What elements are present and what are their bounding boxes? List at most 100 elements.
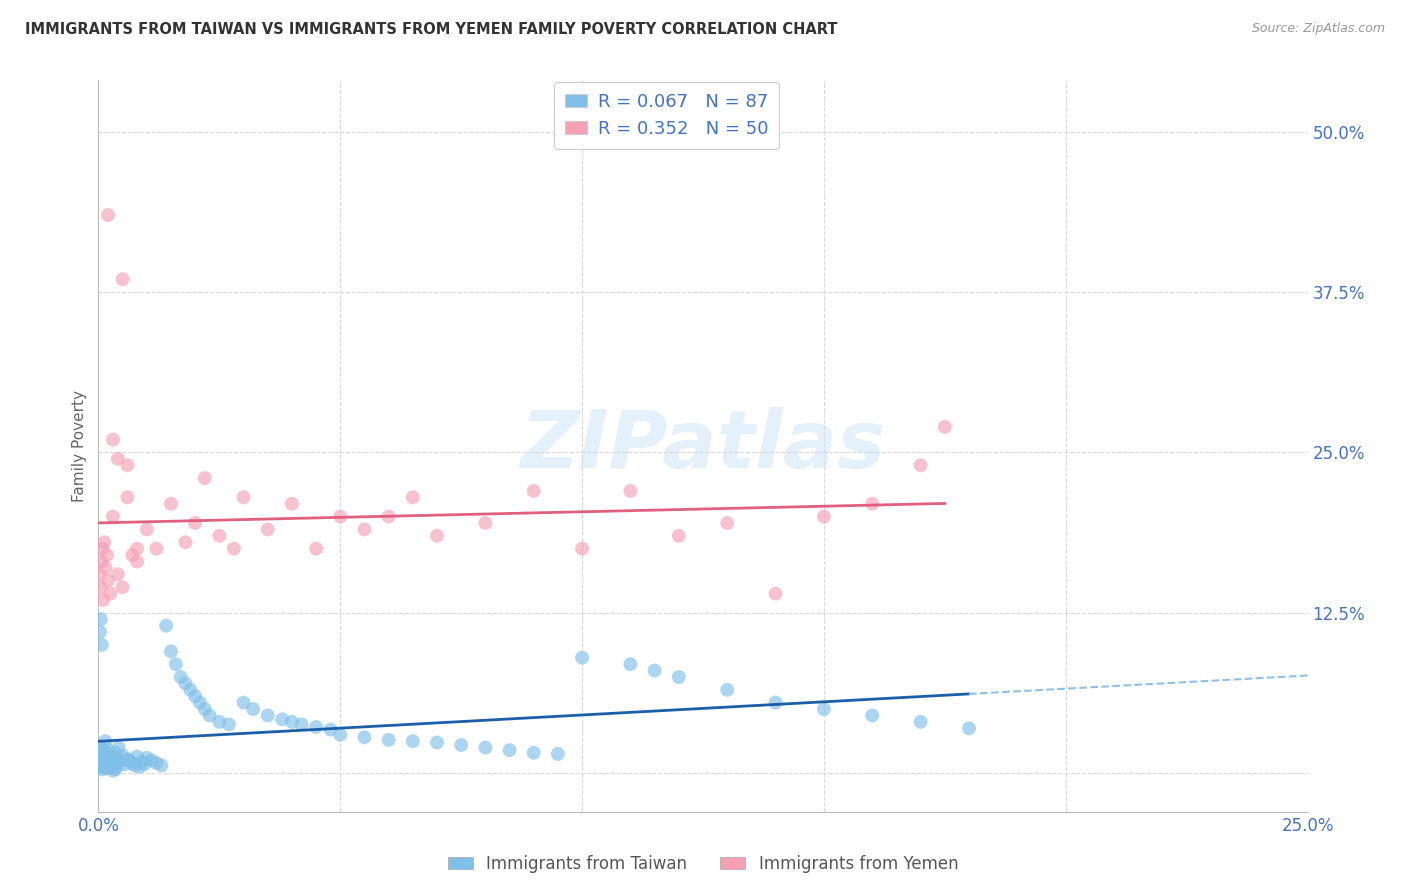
Point [271,712,294,726]
Point [150,758,173,772]
Point [208,529,231,543]
Point [107,451,129,466]
Point [523,746,546,760]
Point [89,740,111,755]
Point [91,756,114,770]
Text: Source: ZipAtlas.com: Source: ZipAtlas.com [1251,22,1385,36]
Point [169,670,191,684]
Point [93,535,115,549]
Point [104,763,127,777]
Text: IMMIGRANTS FROM TAIWAN VS IMMIGRANTS FROM YEMEN FAMILY POVERTY CORRELATION CHART: IMMIGRANTS FROM TAIWAN VS IMMIGRANTS FRO… [25,22,838,37]
Point [498,743,520,757]
Point [114,757,136,772]
Point [179,682,201,697]
Point [290,717,312,731]
Point [89,567,111,582]
Point [402,491,425,505]
Point [194,471,217,485]
Point [145,541,167,556]
Point [474,516,496,530]
Point [107,740,129,755]
Point [644,664,666,678]
Point [619,483,641,498]
Point [232,491,254,505]
Point [117,752,139,766]
Point [232,696,254,710]
Point [813,702,835,716]
Point [716,516,738,530]
Point [135,751,157,765]
Point [128,760,150,774]
Point [377,732,399,747]
Point [101,509,124,524]
Point [98,747,121,761]
Point [860,708,883,723]
Point [194,702,217,716]
Point [242,702,264,716]
Point [94,734,117,748]
Point [124,758,146,772]
Point [668,670,690,684]
Point [155,618,177,632]
Point [121,548,143,562]
Point [281,497,304,511]
Point [353,523,375,537]
Point [97,208,120,222]
Point [111,748,134,763]
Point [426,735,449,749]
Point [127,749,149,764]
Point [765,586,787,600]
Point [90,751,112,765]
Point [90,747,112,761]
Point [377,509,399,524]
Point [165,657,187,672]
Point [100,752,122,766]
Point [716,682,738,697]
Point [198,708,221,723]
Point [184,690,207,704]
Point [90,612,112,626]
Point [96,755,118,769]
Point [957,721,980,735]
Point [208,714,231,729]
Point [91,758,114,772]
Point [89,625,111,640]
Point [89,580,111,594]
Point [145,756,167,770]
Point [117,458,139,473]
Point [474,740,496,755]
Point [91,593,114,607]
Point [107,758,129,772]
Point [329,509,352,524]
Point [104,746,127,760]
Point [90,638,112,652]
Point [108,755,131,769]
Point [94,761,117,775]
Legend: R = 0.067   N = 87, R = 0.352   N = 50: R = 0.067 N = 87, R = 0.352 N = 50 [554,82,779,149]
Point [105,751,128,765]
Point [89,760,111,774]
Point [131,755,153,769]
Point [281,714,304,729]
Point [103,756,125,770]
Point [101,760,124,774]
Point [94,758,117,772]
Point [160,497,183,511]
Point [107,567,129,582]
Point [91,541,114,556]
Point [547,747,569,761]
Point [523,483,546,498]
Point [813,509,835,524]
Point [96,548,118,562]
Point [91,763,114,777]
Point [910,458,932,473]
Point [910,714,932,729]
Point [94,561,117,575]
Point [571,650,593,665]
Point [97,574,120,588]
Point [90,756,112,770]
Point [329,728,352,742]
Point [426,529,449,543]
Point [184,516,207,530]
Point [117,491,139,505]
